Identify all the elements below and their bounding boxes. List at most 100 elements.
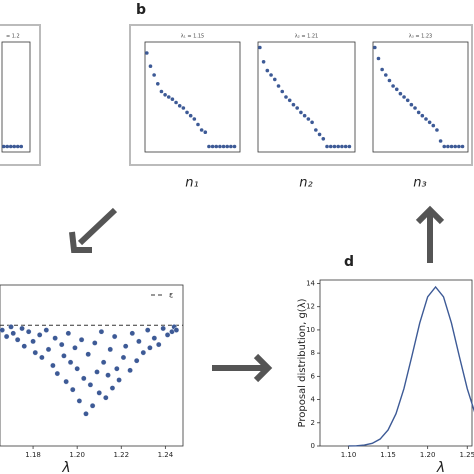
- x-tick-label: 1.20: [69, 451, 85, 459]
- point: [15, 144, 20, 149]
- point: [111, 333, 118, 340]
- point: [207, 144, 211, 149]
- point: [127, 367, 133, 374]
- point: [163, 93, 167, 97]
- chart-title: = 1.2: [6, 34, 20, 40]
- point: [140, 349, 147, 356]
- point: [460, 144, 465, 149]
- point: [280, 89, 285, 94]
- y-tick-label: 2: [311, 419, 315, 427]
- plot-frame: [144, 41, 241, 153]
- point: [155, 82, 160, 86]
- point: [405, 98, 410, 103]
- point: [152, 73, 156, 77]
- point: [65, 330, 72, 337]
- point: [317, 132, 322, 137]
- point: [380, 67, 384, 72]
- plot-frame: [1, 41, 31, 153]
- point: [173, 327, 180, 333]
- point: [295, 106, 299, 110]
- point: [12, 144, 17, 149]
- point: [284, 95, 288, 99]
- point: [14, 336, 21, 343]
- plot-frame: [319, 279, 473, 447]
- point: [306, 117, 311, 121]
- chart-title: λ₂ = 1.21: [295, 34, 318, 40]
- point: [210, 144, 215, 149]
- point: [221, 144, 226, 149]
- point: [424, 117, 428, 121]
- arrows: [69, 205, 445, 383]
- point: [214, 144, 219, 149]
- point: [174, 100, 178, 105]
- arrow: [77, 207, 118, 246]
- point: [203, 130, 208, 134]
- point: [107, 346, 114, 353]
- point: [159, 89, 164, 94]
- point: [420, 113, 425, 118]
- panel-label: d: [344, 254, 354, 270]
- point: [98, 328, 105, 335]
- x-tick-label: 1.20: [420, 451, 436, 459]
- y-tick-label: 0: [311, 442, 315, 450]
- n-label: n₂: [299, 176, 312, 191]
- point: [188, 113, 193, 118]
- x-tick-label: 1.25: [459, 451, 474, 459]
- y-axis-label: Proposal distribution, g(λ): [297, 298, 308, 427]
- point: [302, 113, 307, 118]
- point: [54, 370, 61, 377]
- point: [291, 102, 296, 107]
- x-axis-label: λ: [436, 460, 445, 474]
- point: [376, 56, 381, 61]
- point: [145, 51, 149, 55]
- point: [8, 324, 14, 330]
- x-tick-label: 1.15: [380, 451, 396, 459]
- point: [232, 144, 237, 149]
- point: [310, 120, 314, 125]
- point: [225, 144, 230, 149]
- arrow-head: [415, 205, 445, 225]
- point: [409, 102, 414, 107]
- point: [196, 122, 200, 127]
- point: [25, 328, 32, 335]
- line: [348, 285, 474, 447]
- x-tick-label: 1.18: [25, 451, 41, 459]
- point: [69, 386, 76, 393]
- plot-frame: [257, 41, 356, 153]
- point: [413, 106, 417, 110]
- point: [96, 390, 103, 396]
- chart-title: λ₃ = 1.23: [409, 34, 432, 40]
- point: [83, 410, 89, 417]
- point: [442, 144, 447, 149]
- point: [109, 385, 116, 391]
- point: [314, 128, 318, 132]
- point: [148, 64, 153, 68]
- point: [74, 365, 80, 372]
- point: [78, 336, 85, 343]
- chart-title: λ₁ = 1.15: [181, 34, 204, 40]
- point: [449, 144, 454, 149]
- point: [114, 365, 120, 372]
- point: [43, 327, 50, 333]
- point: [10, 330, 17, 337]
- point: [402, 95, 406, 99]
- x-tick-label: 1.22: [113, 451, 129, 459]
- point: [218, 144, 222, 149]
- point: [80, 375, 87, 382]
- point: [105, 372, 111, 378]
- legend-label: ε: [169, 291, 173, 300]
- point: [19, 144, 24, 149]
- x-tick-label: 1.10: [341, 451, 357, 459]
- point: [427, 120, 432, 125]
- point: [8, 144, 13, 149]
- point: [457, 144, 461, 149]
- point: [435, 128, 439, 132]
- y-tick-label: 6: [311, 372, 316, 380]
- point: [431, 123, 436, 128]
- point: [36, 332, 43, 338]
- point: [32, 349, 39, 356]
- point: [94, 369, 100, 375]
- point: [116, 377, 122, 383]
- point: [52, 335, 58, 341]
- point: [147, 344, 153, 351]
